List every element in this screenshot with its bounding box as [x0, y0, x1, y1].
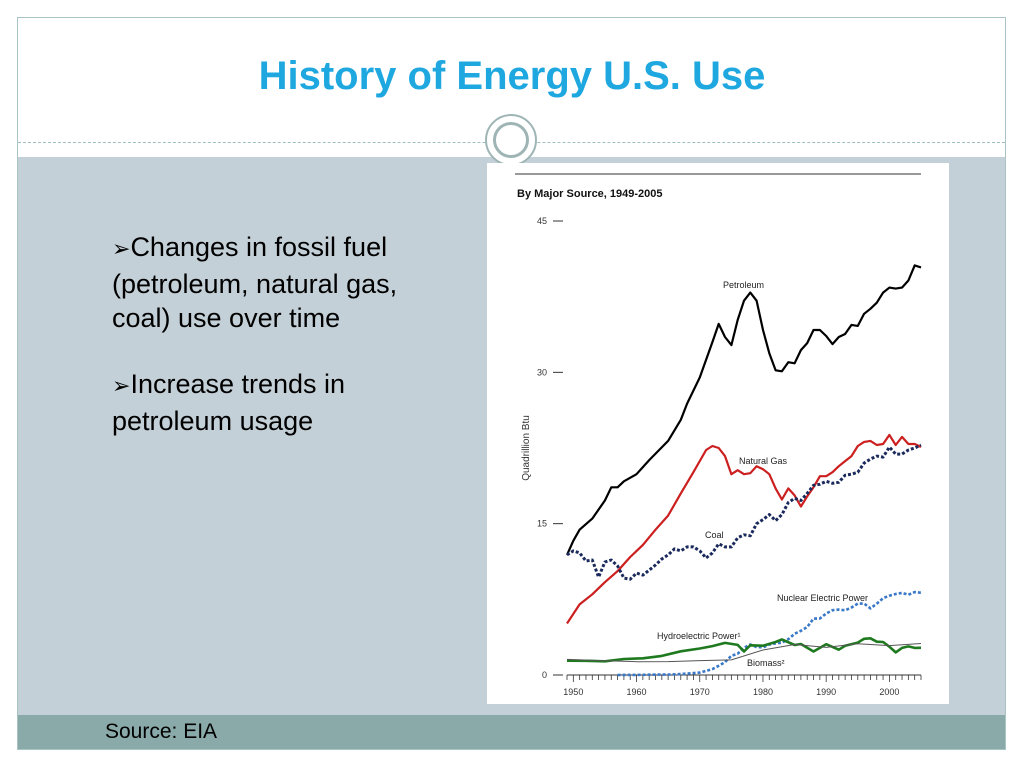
- y-tick-label: 15: [537, 519, 547, 529]
- x-tick-label: 1960: [627, 687, 647, 697]
- y-tick-label: 30: [537, 367, 547, 377]
- arrow-bullet-icon: ➢: [112, 237, 131, 262]
- series-label: Biomass²: [747, 658, 785, 668]
- source-note: Source: EIA: [105, 720, 218, 743]
- series-line-0: [565, 264, 922, 556]
- series-line-2: [566, 443, 922, 581]
- energy-line-chart: By Major Source, 1949-2005 Quadrillion Bt…: [515, 173, 922, 697]
- series-label: Coal: [705, 530, 724, 540]
- series-label: Natural Gas: [739, 456, 788, 466]
- x-tick-label: 1950: [563, 687, 583, 697]
- chart-title: By Major Source, 1949-2005: [517, 188, 663, 200]
- series-line-3: [617, 590, 922, 677]
- series-label: Hydroelectric Power¹: [657, 631, 741, 641]
- bullet-text: Changes in fossil fuel (petroleum, natur…: [112, 232, 398, 333]
- arrow-bullet-icon: ➢: [112, 374, 131, 399]
- series-label: Nuclear Electric Power: [777, 593, 868, 603]
- chart-panel: By Major Source, 1949-2005 Quadrillion Bt…: [487, 163, 949, 704]
- series-line-4: [566, 636, 922, 663]
- y-axis-label: Quadrillion Btu: [521, 415, 532, 481]
- circle-ornament-icon: [485, 114, 537, 166]
- x-tick-label: 1970: [690, 687, 710, 697]
- y-tick-label: 45: [537, 216, 547, 226]
- series-label: Petroleum: [723, 280, 764, 290]
- slide-title: History of Energy U.S. Use: [258, 54, 766, 98]
- x-tick-label: 2000: [879, 687, 899, 697]
- x-tick-label: 1980: [753, 687, 773, 697]
- series-line-1: [566, 433, 922, 625]
- bullet-item: ➢Increase trends in petroleum usage: [112, 367, 442, 438]
- bullet-list: ➢Changes in fossil fuel (petroleum, natu…: [112, 230, 442, 470]
- bullet-text: Increase trends in petroleum usage: [112, 369, 346, 436]
- bullet-item: ➢Changes in fossil fuel (petroleum, natu…: [112, 230, 442, 335]
- series-line-5: [566, 643, 922, 663]
- y-tick-label: 0: [542, 670, 547, 680]
- x-tick-label: 1990: [816, 687, 836, 697]
- footer-bar: [18, 715, 1005, 749]
